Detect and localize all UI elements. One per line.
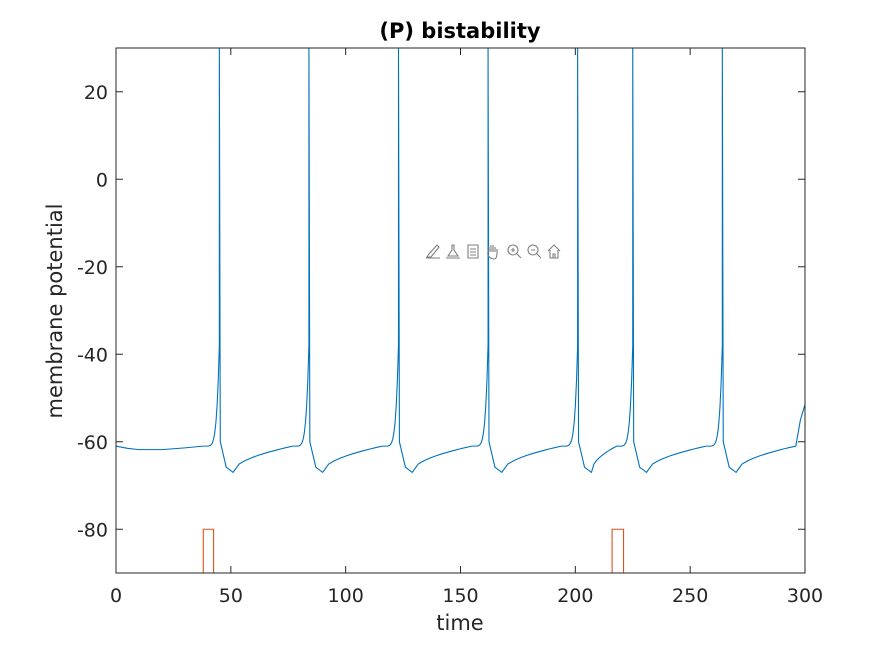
stimulus-line [116, 528, 805, 573]
zoom-out-icon[interactable] [527, 244, 542, 259]
chart-title: (P) bistability [379, 19, 541, 43]
x-tick-label: 0 [110, 585, 122, 607]
x-tick-label: 300 [787, 585, 823, 607]
axes-toolbar [425, 244, 561, 260]
brush-icon[interactable] [425, 244, 440, 259]
home-icon[interactable] [547, 244, 561, 259]
y-axis-label: membrane potential [43, 204, 67, 419]
y-tick-label: 0 [96, 169, 108, 191]
pan-hand-icon[interactable] [487, 245, 498, 260]
datatip-panel-icon[interactable] [467, 244, 479, 259]
x-axis-label: time [436, 611, 483, 635]
y-tick-label: 20 [84, 82, 108, 104]
datatip-icon[interactable] [446, 244, 460, 259]
x-tick-label: 200 [557, 585, 593, 607]
x-tick-label: 250 [672, 585, 708, 607]
y-tick-label: -80 [77, 519, 108, 541]
x-tick-label: 100 [328, 585, 364, 607]
plot-area[interactable] [116, 48, 805, 573]
zoom-in-icon[interactable] [507, 244, 522, 259]
y-tick-label: -60 [77, 432, 108, 454]
x-tick-label: 150 [442, 585, 478, 607]
y-tick-label: -40 [77, 344, 108, 366]
x-tick-label: 50 [219, 585, 243, 607]
axes: 0 50 100 150 200 250 300 -80 -60 -40 -20 0 20 [77, 47, 823, 607]
membrane-potential-line [116, 48, 805, 474]
y-tick-label: -20 [77, 257, 108, 279]
